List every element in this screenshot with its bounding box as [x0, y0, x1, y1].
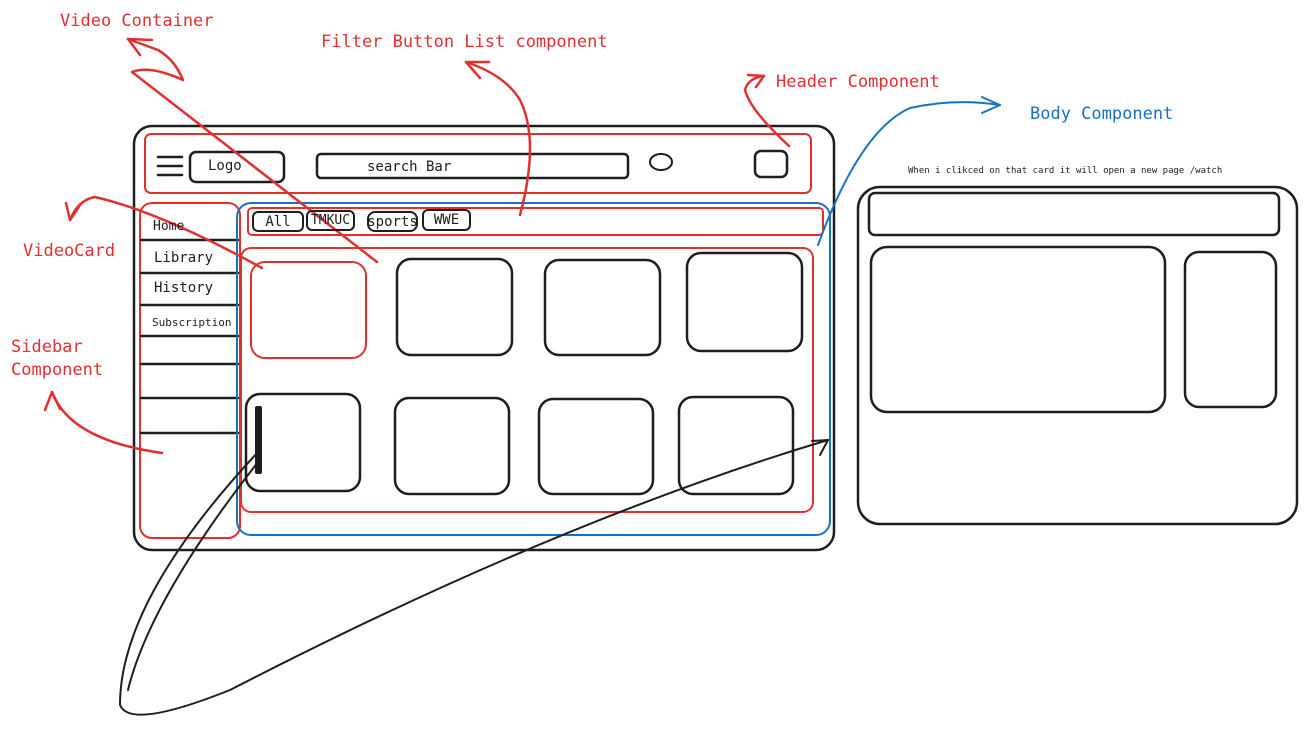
video-card[interactable]: [395, 257, 514, 357]
sidebar-arrow: [50, 390, 164, 455]
video-card[interactable]: [244, 392, 362, 493]
filter-list-arrow-head: [464, 60, 491, 80]
body-component-arrow-head: [981, 96, 1001, 114]
watch-page-suggestions: [1183, 250, 1278, 409]
video-container-arrow-head: [126, 37, 154, 57]
video-container-label: Video Container: [60, 11, 214, 31]
search-bar-text[interactable]: search Bar: [367, 159, 452, 175]
videocard-arrow-head: [64, 201, 82, 222]
sidebar-label-line1: Sidebar: [11, 337, 83, 357]
filter-button-wwe[interactable]: WWE: [422, 209, 471, 231]
video-card[interactable]: [537, 397, 655, 496]
header-component-outline: [144, 133, 812, 194]
sidebar-item-home[interactable]: Home: [153, 219, 185, 234]
sidebar-item-subscription[interactable]: Subscription: [152, 316, 232, 329]
video-container-arrow: [126, 37, 379, 264]
hamburger-menu-icon[interactable]: [156, 155, 184, 177]
filter-button-list-label: Filter Button List component: [321, 32, 608, 52]
click-flow-arrow-head: [811, 439, 829, 456]
click-flow-arrow: [119, 439, 829, 716]
filter-list-arrow: [464, 60, 532, 217]
search-bar-box[interactable]: [315, 152, 630, 180]
sidebar-item-history[interactable]: History: [154, 280, 214, 296]
body-component-arrow: [817, 101, 1001, 246]
filter-button-sports[interactable]: sports: [367, 211, 418, 232]
header-component-label: Header Component: [776, 72, 940, 92]
watch-page-player: [869, 245, 1167, 414]
filter-button-all[interactable]: All: [252, 211, 304, 232]
click-flow-arrow-inner: [127, 461, 259, 691]
notification-icon[interactable]: [649, 153, 673, 171]
body-component-outline: [236, 202, 831, 536]
body-component-label: Body Component: [1030, 104, 1174, 124]
video-card[interactable]: [677, 395, 795, 496]
video-card[interactable]: [685, 251, 804, 353]
header-arrow-head: [746, 73, 766, 89]
video-card[interactable]: [250, 261, 367, 359]
video-container-outline: [240, 247, 814, 513]
watch-page-header: [867, 191, 1281, 237]
watch-page-frame: [856, 185, 1299, 526]
video-card[interactable]: [543, 258, 662, 357]
sidebar-item-library[interactable]: Library: [154, 250, 214, 266]
sidebar-dividers: [139, 238, 240, 435]
pen-marker: [255, 406, 262, 474]
logo-text: Logo: [208, 158, 242, 174]
sidebar-label-line2: Component: [11, 360, 104, 380]
watch-page-note: When i clikced on that card it will open…: [908, 166, 1223, 176]
video-card[interactable]: [393, 396, 511, 496]
user-avatar-icon[interactable]: [753, 149, 789, 179]
filter-list-outline: [247, 207, 824, 236]
header-arrow: [743, 74, 791, 148]
videocard-label: VideoCard: [23, 241, 116, 261]
filter-button-tmkuc[interactable]: TMKUC: [306, 210, 355, 231]
sidebar-arrow-head: [43, 390, 62, 412]
app-frame: [132, 124, 836, 552]
